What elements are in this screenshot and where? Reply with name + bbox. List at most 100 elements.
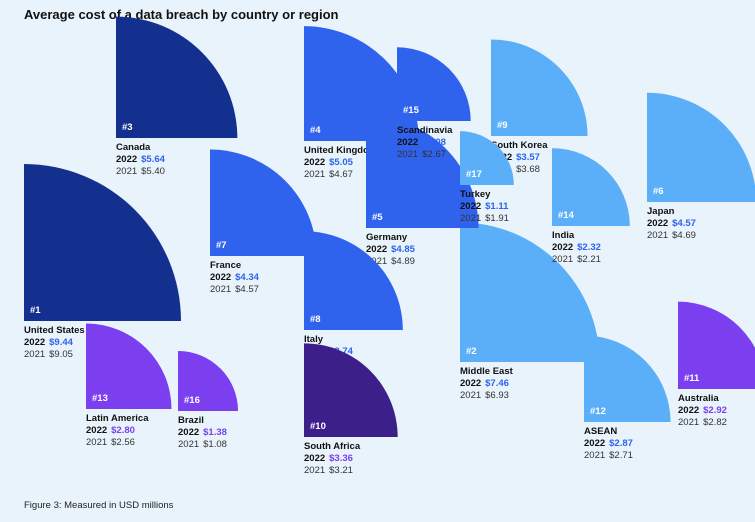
quarter-circle-mark [647, 92, 755, 202]
value-2022-line: 2022 $7.46 [460, 378, 509, 389]
year-2021-label: 2021 [397, 149, 418, 160]
quarter-circle-mark [678, 301, 755, 389]
figure-footnote: Figure 3: Measured in USD millions [24, 500, 174, 511]
rank-label: #15 [403, 105, 420, 116]
value-2021-line: 2021 $3.21 [304, 465, 353, 476]
value-2022-line: 2022 $4.85 [366, 244, 416, 255]
value-2021: $4.57 [235, 284, 259, 295]
region-name: India [552, 230, 575, 241]
region-name: Brazil [178, 415, 204, 426]
year-2022-label: 2022 [24, 337, 45, 348]
year-2021-label: 2021 [24, 349, 45, 360]
region-name: Middle East [460, 366, 514, 377]
quarter-circle-mark [584, 335, 671, 422]
rank-label: #1 [30, 305, 41, 316]
value-2021: $2.67 [422, 149, 446, 160]
value-2021: $2.21 [577, 254, 601, 265]
region-name: Germany [366, 232, 408, 243]
year-2021-label: 2021 [460, 213, 481, 224]
quarter-circle-mark [304, 26, 419, 142]
value-2022: $9.44 [49, 337, 73, 348]
year-2022-label: 2022 [552, 242, 573, 253]
value-2022: $4.57 [672, 218, 696, 229]
value-2022-line: 2022 $4.34 [210, 272, 260, 283]
year-2021-label: 2021 [584, 450, 605, 461]
year-2022-label: 2022 [210, 272, 231, 283]
year-2021-label: 2021 [460, 390, 481, 401]
value-2021-line: 2021 $1.08 [178, 439, 227, 450]
quarter-circle-mark [366, 115, 479, 228]
region-name: Italy [304, 334, 324, 345]
value-2021-line: 2021 $6.93 [460, 390, 509, 401]
year-2021-label: 2021 [116, 166, 137, 177]
rank-label: #8 [310, 314, 321, 325]
value-2022-line: 2022 $1.38 [178, 427, 227, 438]
year-2022-label: 2022 [366, 244, 387, 255]
value-2022: $4.85 [391, 244, 415, 255]
region-name: Japan [647, 206, 675, 217]
value-2021: $4.69 [672, 230, 696, 241]
quarter-circle-mark [304, 231, 403, 330]
value-2021: $2.82 [703, 417, 727, 428]
value-2022: $2.92 [703, 405, 727, 416]
value-2021: $5.40 [141, 166, 165, 177]
value-2022: $3.36 [329, 453, 353, 464]
value-2021: $1.08 [203, 439, 227, 450]
value-2021-line: 2021 $2.21 [552, 254, 601, 265]
chart-title: Average cost of a data breach by country… [24, 7, 339, 22]
rank-label: #2 [466, 346, 477, 357]
rank-label: #9 [497, 120, 508, 131]
rank-label: #7 [216, 240, 227, 251]
value-2022-line: 2022 $9.44 [24, 337, 74, 348]
year-2021-label: 2021 [678, 417, 699, 428]
year-2021-label: 2021 [647, 230, 668, 241]
year-2022-label: 2022 [178, 427, 199, 438]
value-2022: $2.80 [111, 425, 135, 436]
year-2022-label: 2022 [647, 218, 668, 229]
value-2022: $2.32 [577, 242, 601, 253]
value-2021: $4.89 [391, 256, 415, 267]
value-2021: $2.71 [609, 450, 633, 461]
value-2021-line: 2021 $5.40 [116, 166, 165, 177]
year-2022-label: 2022 [304, 453, 325, 464]
region-name: ASEAN [584, 426, 617, 437]
quarter-circle-mark [397, 47, 471, 122]
value-2021: $6.93 [485, 390, 509, 401]
quarter-circle-mark [304, 343, 398, 437]
value-2021: $1.91 [485, 213, 509, 224]
value-2022: $5.05 [329, 157, 353, 168]
year-2022-label: 2022 [678, 405, 699, 416]
year-2021-label: 2021 [304, 169, 325, 180]
value-2022: $1.38 [203, 427, 227, 438]
year-2022-label: 2022 [304, 157, 325, 168]
region-name: United Kingdom [304, 145, 377, 156]
rank-label: #5 [372, 212, 383, 223]
region-name: France [210, 260, 241, 271]
value-2021-line: 2021 $2.82 [678, 417, 727, 428]
value-2021: $9.05 [49, 349, 73, 360]
rank-label: #14 [558, 210, 575, 221]
rank-label: #4 [310, 125, 321, 136]
region-name: South Korea [491, 140, 548, 151]
value-2022-line: 2022 $5.64 [116, 154, 166, 165]
value-2022-line: 2022 $2.08 [397, 137, 446, 148]
value-2022-line: 2022 $1.11 [460, 201, 509, 212]
value-2021-line: 2021 $4.57 [210, 284, 259, 295]
region-name: South Africa [304, 441, 361, 452]
quarter-circle-mark [491, 39, 588, 136]
value-2021-line: 2021 $2.56 [86, 437, 135, 448]
value-2022: $4.34 [235, 272, 259, 283]
quarter-circle-mark [178, 350, 239, 411]
quarter-circle-mark [116, 16, 238, 138]
